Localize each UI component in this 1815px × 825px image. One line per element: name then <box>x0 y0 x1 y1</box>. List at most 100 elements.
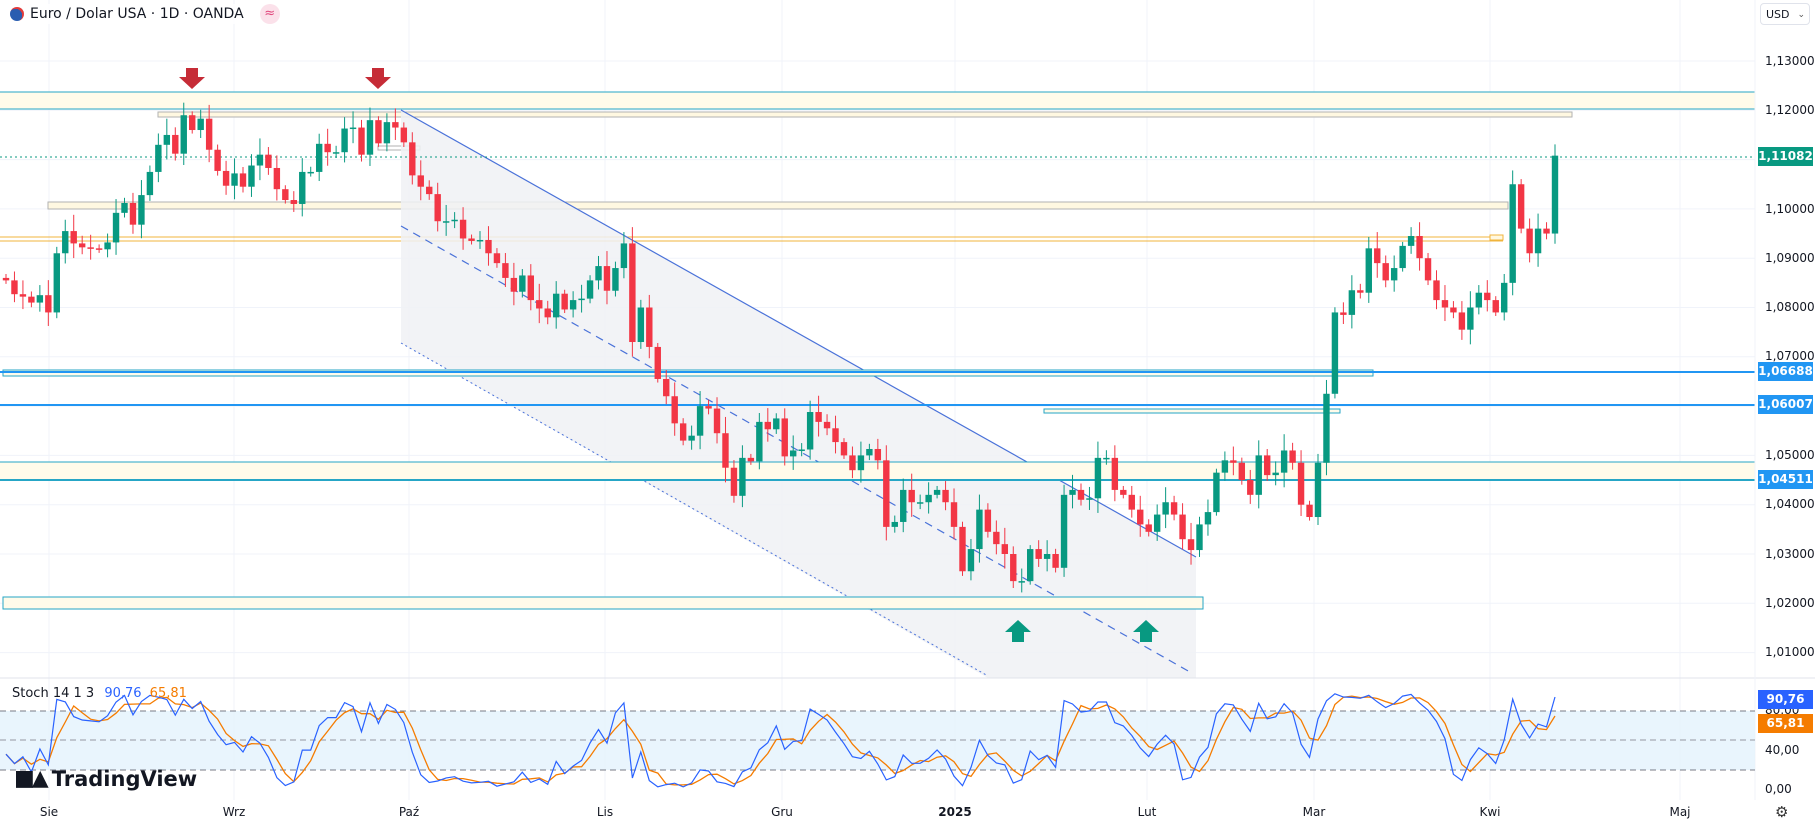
settings-icon[interactable]: ⚙ <box>1775 803 1789 821</box>
candle-down <box>1450 301 1457 319</box>
candle-down <box>400 122 408 148</box>
candle-body <box>155 144 162 172</box>
candle-body <box>1509 184 1516 283</box>
candle-body <box>806 412 814 450</box>
candle-down <box>1340 302 1347 324</box>
annotations <box>179 68 1159 642</box>
candle-body <box>1060 494 1068 568</box>
price-label: 1,10000 <box>1765 202 1815 216</box>
candle-body <box>1094 457 1102 499</box>
tradingview-logo[interactable]: ■▲ TradingView <box>14 766 197 791</box>
bottom-support-box <box>2 596 1204 610</box>
candle-down <box>1111 445 1119 502</box>
candle-body <box>1441 300 1449 308</box>
candle-body <box>781 418 788 457</box>
candle-body <box>1450 307 1457 313</box>
candle-down <box>730 460 738 503</box>
candle-up <box>299 158 306 217</box>
candle-body <box>696 406 704 436</box>
stoch-legend[interactable]: Stoch 14 1 3 90,76 65,81 <box>12 686 187 701</box>
candle-body <box>239 173 247 187</box>
candle-body <box>713 408 721 434</box>
symbol-title: Euro / Dolar USA · 1D · OANDA <box>30 6 244 22</box>
candle-body <box>78 243 86 248</box>
candle-down <box>205 104 213 163</box>
candle-body <box>942 489 949 503</box>
candle-down <box>1001 527 1009 569</box>
candle-body <box>1230 460 1237 463</box>
candle-body <box>1196 524 1203 551</box>
candle-down <box>11 271 18 303</box>
candle-down <box>1416 222 1423 271</box>
candle-down <box>1433 270 1440 310</box>
candle-body <box>1238 462 1246 481</box>
time-label: 2025 <box>938 805 972 819</box>
candle-body <box>459 219 467 239</box>
candle-up <box>1323 379 1330 476</box>
candle-down <box>984 503 992 538</box>
candle-body <box>663 378 670 397</box>
candle-body <box>933 489 941 495</box>
candle-body <box>1128 494 1135 510</box>
candle-down <box>1382 255 1389 288</box>
candle-body <box>857 455 865 471</box>
price-label: 1,02000 <box>1765 596 1815 610</box>
candle-up <box>1162 487 1169 529</box>
candle-body <box>1027 549 1034 582</box>
time-label: Wrz <box>222 805 246 819</box>
candle-body <box>1357 290 1364 293</box>
candle-down <box>544 300 551 325</box>
candle-up <box>637 299 645 349</box>
candle-up <box>1272 461 1279 486</box>
down-channel-shade <box>401 110 1196 678</box>
currency-selector[interactable]: USD ⌄ <box>1760 3 1810 25</box>
candle-up <box>307 166 314 177</box>
candle-body <box>1382 263 1389 281</box>
stoch-k-line <box>5 693 1556 788</box>
candle-up <box>891 515 898 533</box>
candle-up <box>900 478 907 533</box>
stoch-d-badge: 65,81 <box>1758 714 1813 733</box>
candle-up <box>1399 241 1406 272</box>
candle-up <box>1365 237 1372 303</box>
candle-body <box>671 396 678 424</box>
candle-body <box>798 449 805 451</box>
stoch-d-line <box>5 695 1556 786</box>
candle-body <box>654 346 661 379</box>
candle-body <box>222 170 230 186</box>
candle-body <box>1010 554 1017 582</box>
arrow-up-icon <box>1133 620 1159 642</box>
candle-up <box>1018 568 1025 593</box>
candle-body <box>1306 504 1313 518</box>
candle-body <box>1221 460 1229 473</box>
candle-body <box>1043 554 1051 559</box>
candle-down <box>1357 283 1364 299</box>
candle-up <box>976 494 983 563</box>
level-badge: 1,06007 <box>1758 395 1813 414</box>
stoch-axis-label: 40,00 <box>1765 743 1800 757</box>
candle-up <box>1060 484 1068 577</box>
candle-down <box>959 521 966 576</box>
candle-up <box>1407 227 1415 254</box>
candle-body <box>104 242 111 250</box>
candle-body <box>1348 290 1356 315</box>
candle-body <box>307 171 314 174</box>
price-label: 1,13000 <box>1765 54 1815 68</box>
candle-up <box>104 233 111 258</box>
candle-down <box>28 291 35 308</box>
indicator-icon[interactable]: ≈ <box>259 4 280 24</box>
resistance-zone-fill <box>0 92 1755 109</box>
candle-down <box>536 283 543 324</box>
candle-body <box>1399 245 1406 269</box>
candle-body <box>1213 472 1220 513</box>
candle-body <box>569 300 577 310</box>
time-label: Lut <box>1137 805 1157 819</box>
candle-up <box>155 133 162 183</box>
time-label: Maj <box>1669 805 1691 819</box>
candle-body <box>256 154 264 166</box>
candle-body <box>95 248 103 250</box>
candle-body <box>916 502 924 504</box>
candle-up <box>578 284 585 313</box>
symbol-header[interactable]: Euro / Dolar USA · 1D · OANDA ≈ <box>10 4 280 24</box>
